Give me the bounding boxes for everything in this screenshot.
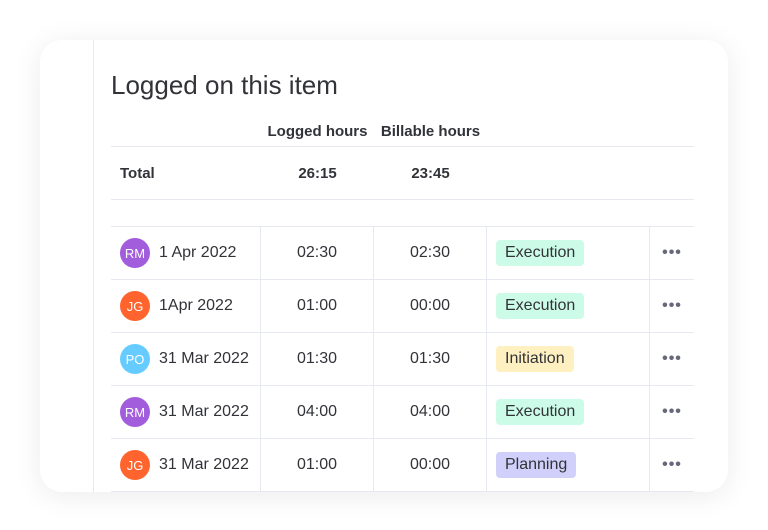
date: 31 Mar 2022 <box>159 456 249 473</box>
time-log-card: Logged on this item Logged hours Billabl… <box>40 40 728 492</box>
more-options-icon[interactable]: ••• <box>662 244 682 261</box>
table-row[interactable]: JG 31 Mar 2022 01:00 00:00 Planning ••• <box>111 439 694 492</box>
header-logged-hours: Logged hours <box>267 123 368 140</box>
phase-cell[interactable]: Execution <box>487 227 650 279</box>
billable-cell[interactable]: 01:30 <box>374 333 487 385</box>
phase-tag[interactable]: Planning <box>496 452 577 478</box>
date: 31 Mar 2022 <box>159 350 249 367</box>
total-label: Total <box>120 165 155 182</box>
divider <box>111 199 694 200</box>
divider <box>111 226 694 227</box>
date-cell: RM 31 Mar 2022 <box>111 386 261 438</box>
phase-tag[interactable]: Initiation <box>496 346 574 372</box>
billable-cell[interactable]: 00:00 <box>374 439 487 491</box>
avatar[interactable]: RM <box>120 238 150 268</box>
table-row[interactable]: RM 1 Apr 2022 02:30 02:30 Execution ••• <box>111 227 694 280</box>
more-options-icon[interactable]: ••• <box>662 297 682 314</box>
table-row[interactable]: PO 31 Mar 2022 01:30 01:30 Initiation ••… <box>111 333 694 386</box>
billable-cell[interactable]: 00:00 <box>374 280 487 332</box>
avatar[interactable]: PO <box>120 344 150 374</box>
total-logged: 26:15 <box>298 165 337 182</box>
phase-tag[interactable]: Execution <box>496 240 585 266</box>
more-options-icon[interactable]: ••• <box>662 456 682 473</box>
phase-tag[interactable]: Execution <box>496 293 585 319</box>
logged-cell[interactable]: 02:30 <box>261 227 374 279</box>
phase-cell[interactable]: Planning <box>487 439 650 491</box>
divider <box>93 40 94 492</box>
more-options-icon[interactable]: ••• <box>662 350 682 367</box>
phase-cell[interactable]: Execution <box>487 280 650 332</box>
table-row[interactable]: JG 1Apr 2022 01:00 00:00 Execution ••• <box>111 280 694 333</box>
date-cell: PO 31 Mar 2022 <box>111 333 261 385</box>
avatar[interactable]: JG <box>120 450 150 480</box>
billable-cell[interactable]: 02:30 <box>374 227 487 279</box>
logged-cell[interactable]: 04:00 <box>261 386 374 438</box>
header-billable-hours: Billable hours <box>380 123 481 140</box>
phase-cell[interactable]: Execution <box>487 386 650 438</box>
phase-tag[interactable]: Execution <box>496 399 585 425</box>
logged-cell[interactable]: 01:30 <box>261 333 374 385</box>
date: 31 Mar 2022 <box>159 403 249 420</box>
billable-cell[interactable]: 04:00 <box>374 386 487 438</box>
date: 1 Apr 2022 <box>159 244 237 261</box>
avatar[interactable]: RM <box>120 397 150 427</box>
more-options-icon[interactable]: ••• <box>662 403 682 420</box>
table-row[interactable]: RM 31 Mar 2022 04:00 04:00 Execution ••• <box>111 386 694 439</box>
avatar[interactable]: JG <box>120 291 150 321</box>
total-billable: 23:45 <box>411 165 450 182</box>
logged-cell[interactable]: 01:00 <box>261 280 374 332</box>
phase-cell[interactable]: Initiation <box>487 333 650 385</box>
page-title: Logged on this item <box>111 70 338 100</box>
date-cell: JG 1Apr 2022 <box>111 280 261 332</box>
logged-cell[interactable]: 01:00 <box>261 439 374 491</box>
divider <box>111 146 694 147</box>
date: 1Apr 2022 <box>159 297 233 314</box>
date-cell: JG 31 Mar 2022 <box>111 439 261 491</box>
date-cell: RM 1 Apr 2022 <box>111 227 261 279</box>
